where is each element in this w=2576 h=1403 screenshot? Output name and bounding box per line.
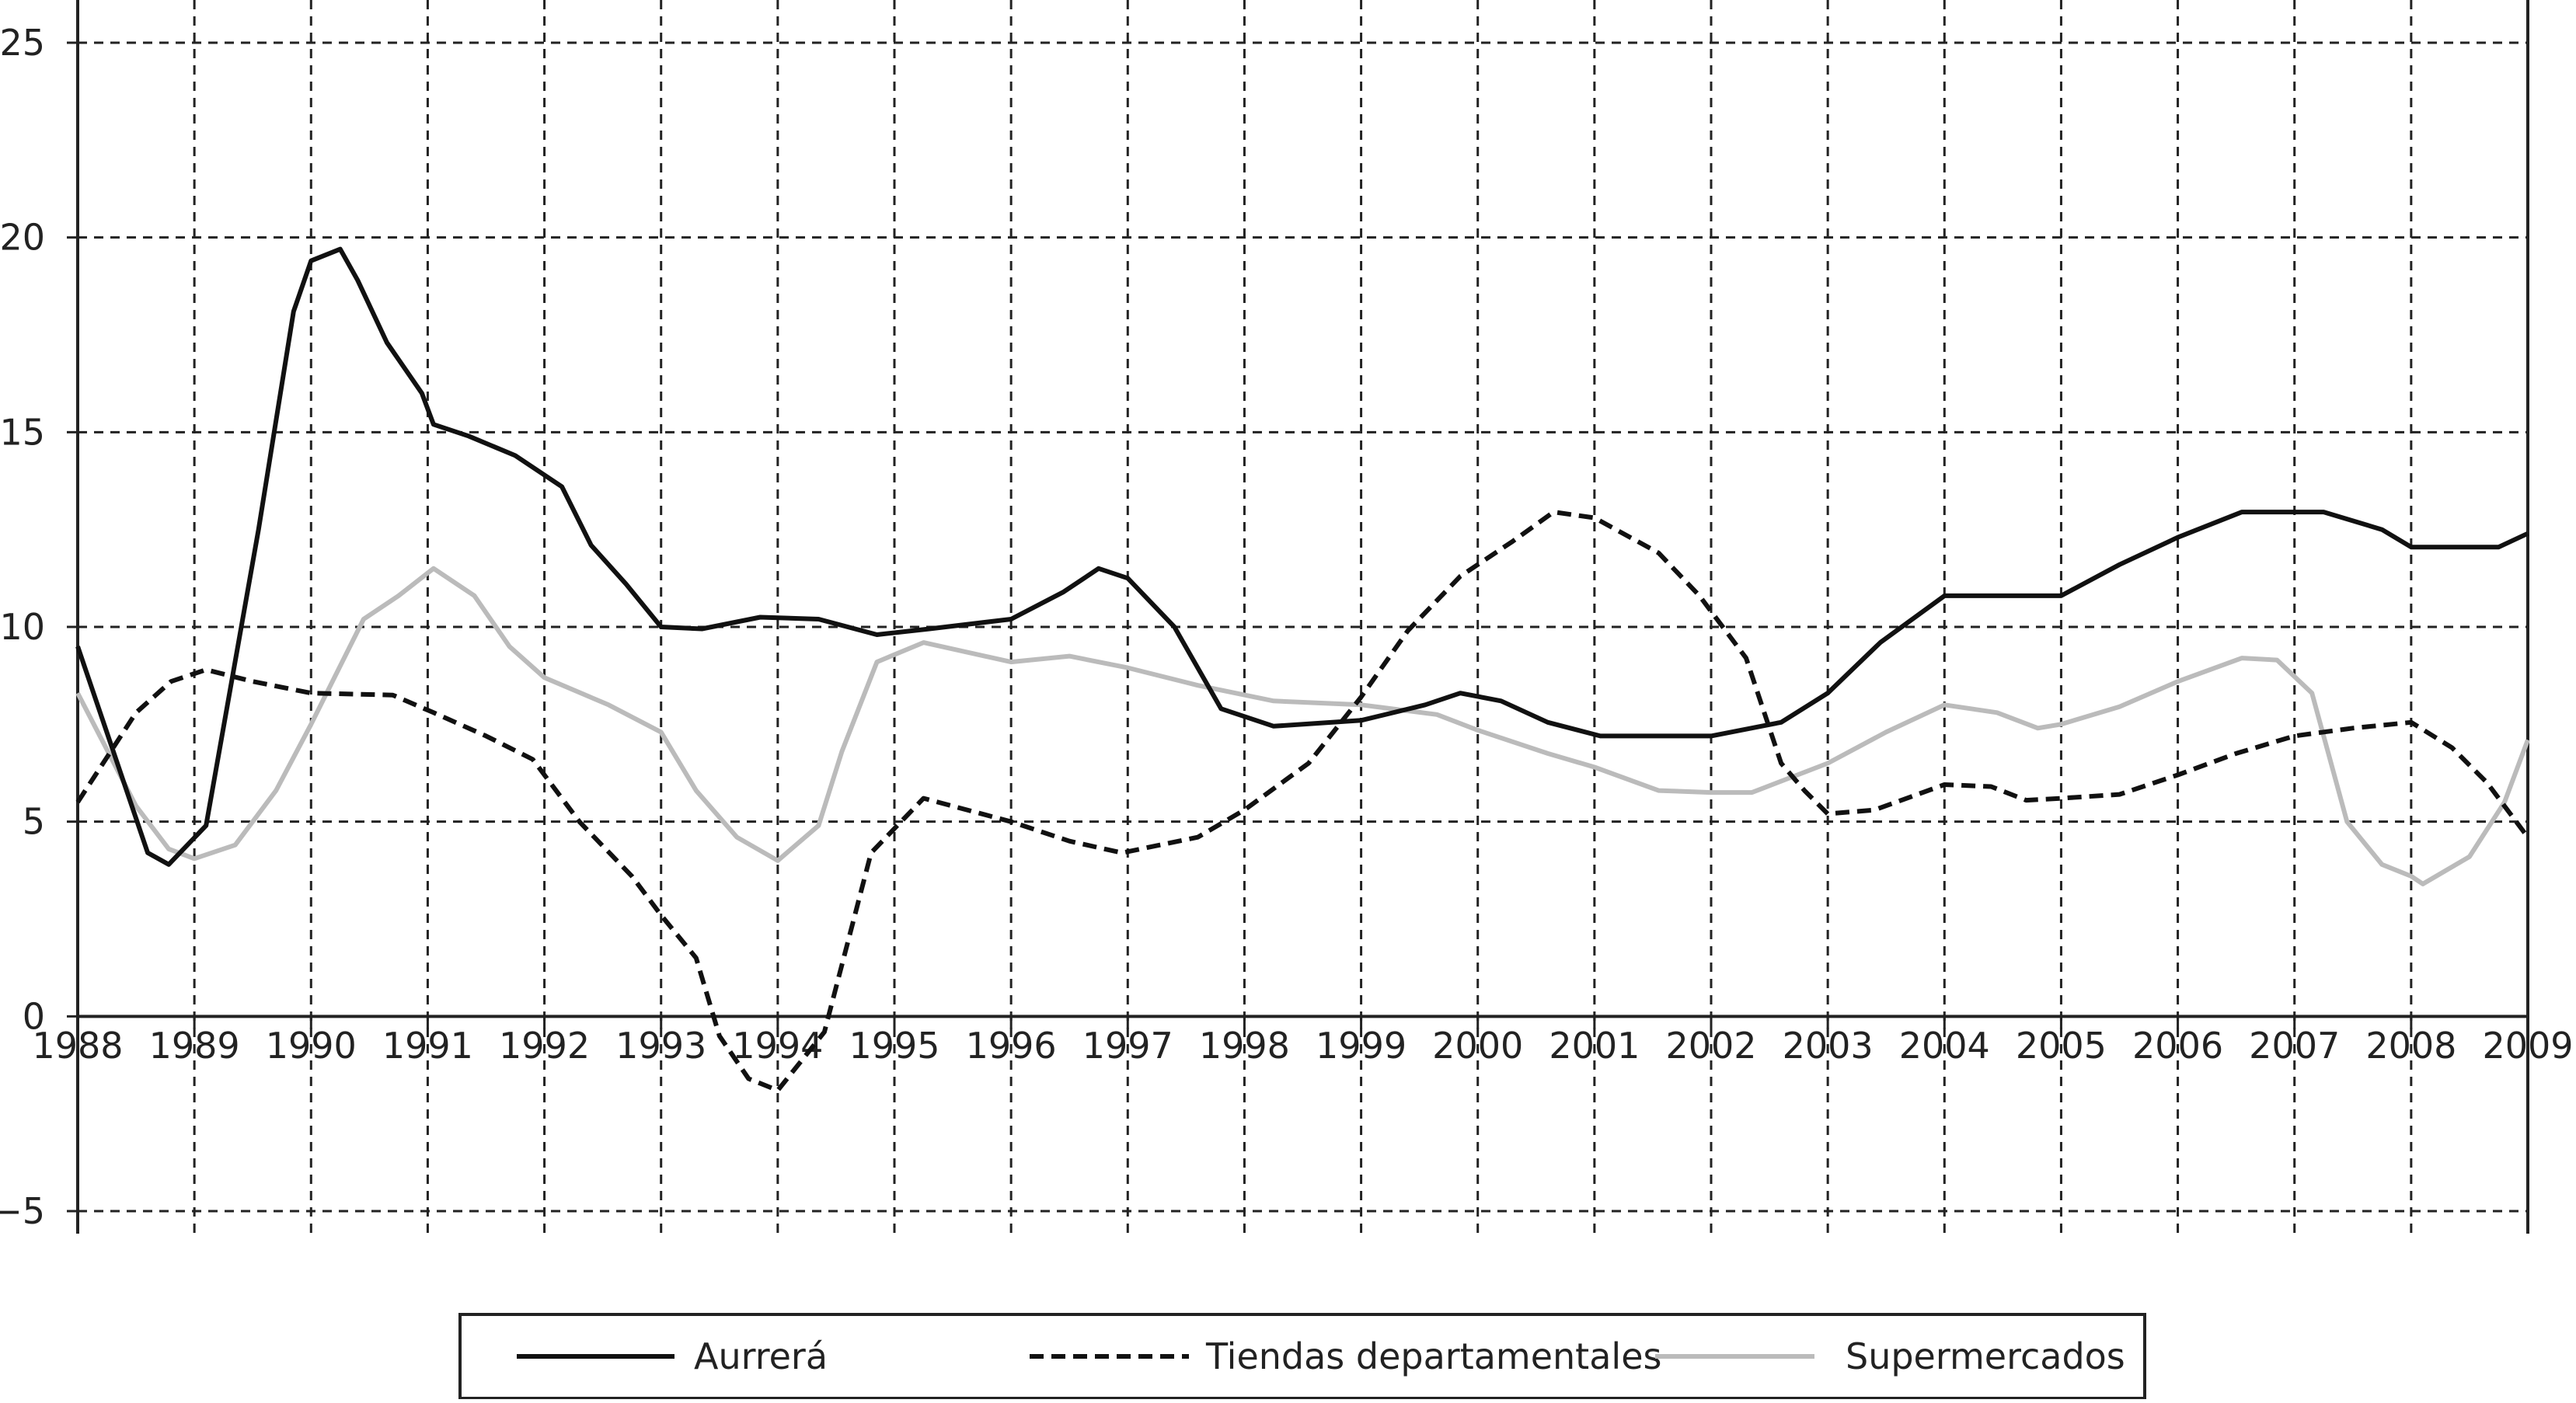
x-tick-label: 1990 bbox=[266, 1025, 357, 1067]
x-tick-label: 1992 bbox=[499, 1025, 590, 1067]
y-tick-label: 25 bbox=[0, 22, 45, 64]
x-tick-label: 2007 bbox=[2249, 1025, 2340, 1067]
series-line-tiendas-departamentales bbox=[75, 510, 2530, 1093]
x-tick-label: 1993 bbox=[615, 1025, 706, 1067]
tick-labels: 25 20 15 10 5 0 −5 1988 1989 1990 1991 1992 1993 1994… bbox=[0, 22, 2574, 1232]
y-tick-label: 5 bbox=[23, 801, 45, 843]
legend-box bbox=[458, 1313, 2146, 1400]
y-tick-label: 15 bbox=[0, 411, 45, 453]
legend-label: Tiendas departamentales bbox=[1205, 1335, 1661, 1377]
x-tick-label: 1999 bbox=[1316, 1025, 1407, 1067]
series-line-aurrer- bbox=[75, 246, 2529, 867]
x-tick-label: 1998 bbox=[1199, 1025, 1290, 1067]
legend-label: Supermercados bbox=[1846, 1335, 2125, 1377]
x-tick-label: 2004 bbox=[1899, 1025, 1990, 1067]
x-tick-label: 1988 bbox=[32, 1025, 123, 1067]
y-tick-label: 0 bbox=[23, 995, 45, 1037]
series-lines bbox=[75, 246, 2530, 1093]
x-tick-label: 1994 bbox=[732, 1025, 823, 1067]
x-tick-label: 1989 bbox=[149, 1025, 240, 1067]
x-tick-label: 2000 bbox=[1432, 1025, 1523, 1067]
x-tick-label: 1996 bbox=[966, 1025, 1057, 1067]
axes bbox=[67, 0, 2529, 1234]
x-tick-label: 2002 bbox=[1665, 1025, 1756, 1067]
x-tick-label: 2005 bbox=[2016, 1025, 2107, 1067]
x-tick-label: 2006 bbox=[2132, 1025, 2223, 1067]
x-tick-label: 2001 bbox=[1549, 1025, 1640, 1067]
x-tick-label: 2008 bbox=[2365, 1025, 2456, 1067]
x-tick-label: 1995 bbox=[849, 1025, 939, 1067]
y-tick-label: 20 bbox=[0, 217, 45, 259]
legend: Aurrerá Tiendas departamentales Supermerca… bbox=[458, 1313, 2146, 1400]
y-tick-label: 10 bbox=[0, 606, 45, 648]
x-tick-label: 1991 bbox=[382, 1025, 473, 1067]
x-tick-label: 2009 bbox=[2482, 1025, 2573, 1067]
legend-label: Aurrerá bbox=[694, 1335, 828, 1377]
x-tick-label: 2003 bbox=[1783, 1025, 1874, 1067]
series-line-supermercados bbox=[75, 566, 2530, 886]
x-tick-label: 1997 bbox=[1082, 1025, 1173, 1067]
y-tick-label: −5 bbox=[0, 1190, 45, 1232]
